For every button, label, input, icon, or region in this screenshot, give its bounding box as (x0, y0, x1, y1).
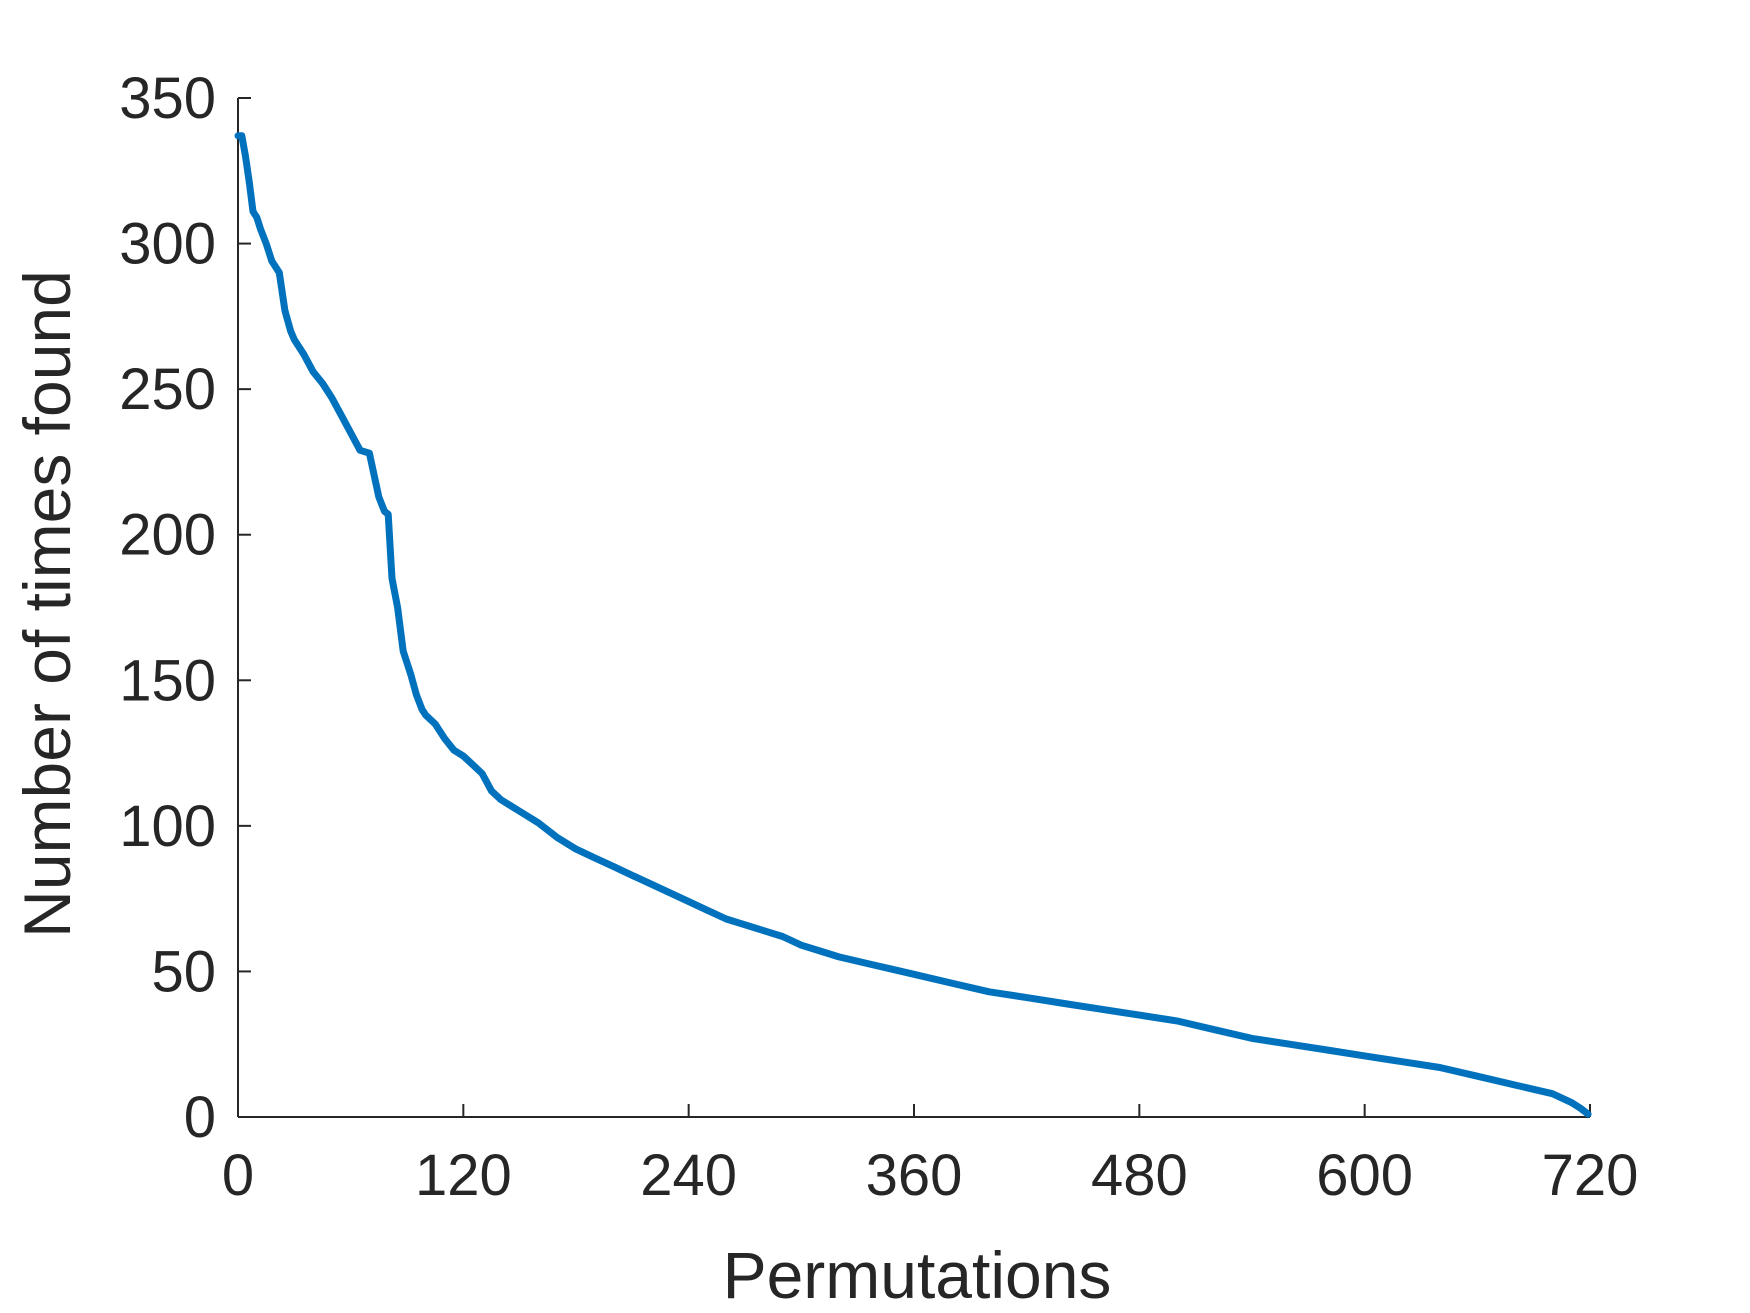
axes: 0 120 240 360 480 600 720 0 50 100 150 200 250 300 350 (119, 66, 1638, 1208)
x-tick-label: 0 (222, 1143, 254, 1208)
y-tick-label: 300 (119, 212, 216, 277)
y-axis-title: Number of times found (10, 270, 84, 938)
x-axis-title: Permutations (723, 1238, 1112, 1312)
series-line (234, 132, 1592, 1118)
y-tick-label: 250 (119, 357, 216, 422)
x-tick-label: 360 (866, 1143, 963, 1208)
y-tick-label: 150 (119, 648, 216, 713)
x-tick-label: 120 (415, 1143, 512, 1208)
y-tick-label: 50 (151, 939, 216, 1004)
y-tick-label: 200 (119, 503, 216, 568)
x-tick-label: 600 (1316, 1143, 1413, 1208)
x-tick-label: 480 (1091, 1143, 1188, 1208)
y-tick-label: 350 (119, 66, 216, 131)
y-tick-label: 0 (184, 1085, 216, 1150)
x-tick-label: 720 (1542, 1143, 1639, 1208)
y-tick-label: 100 (119, 794, 216, 859)
plot-area (234, 132, 1592, 1118)
x-tick-label: 240 (640, 1143, 737, 1208)
